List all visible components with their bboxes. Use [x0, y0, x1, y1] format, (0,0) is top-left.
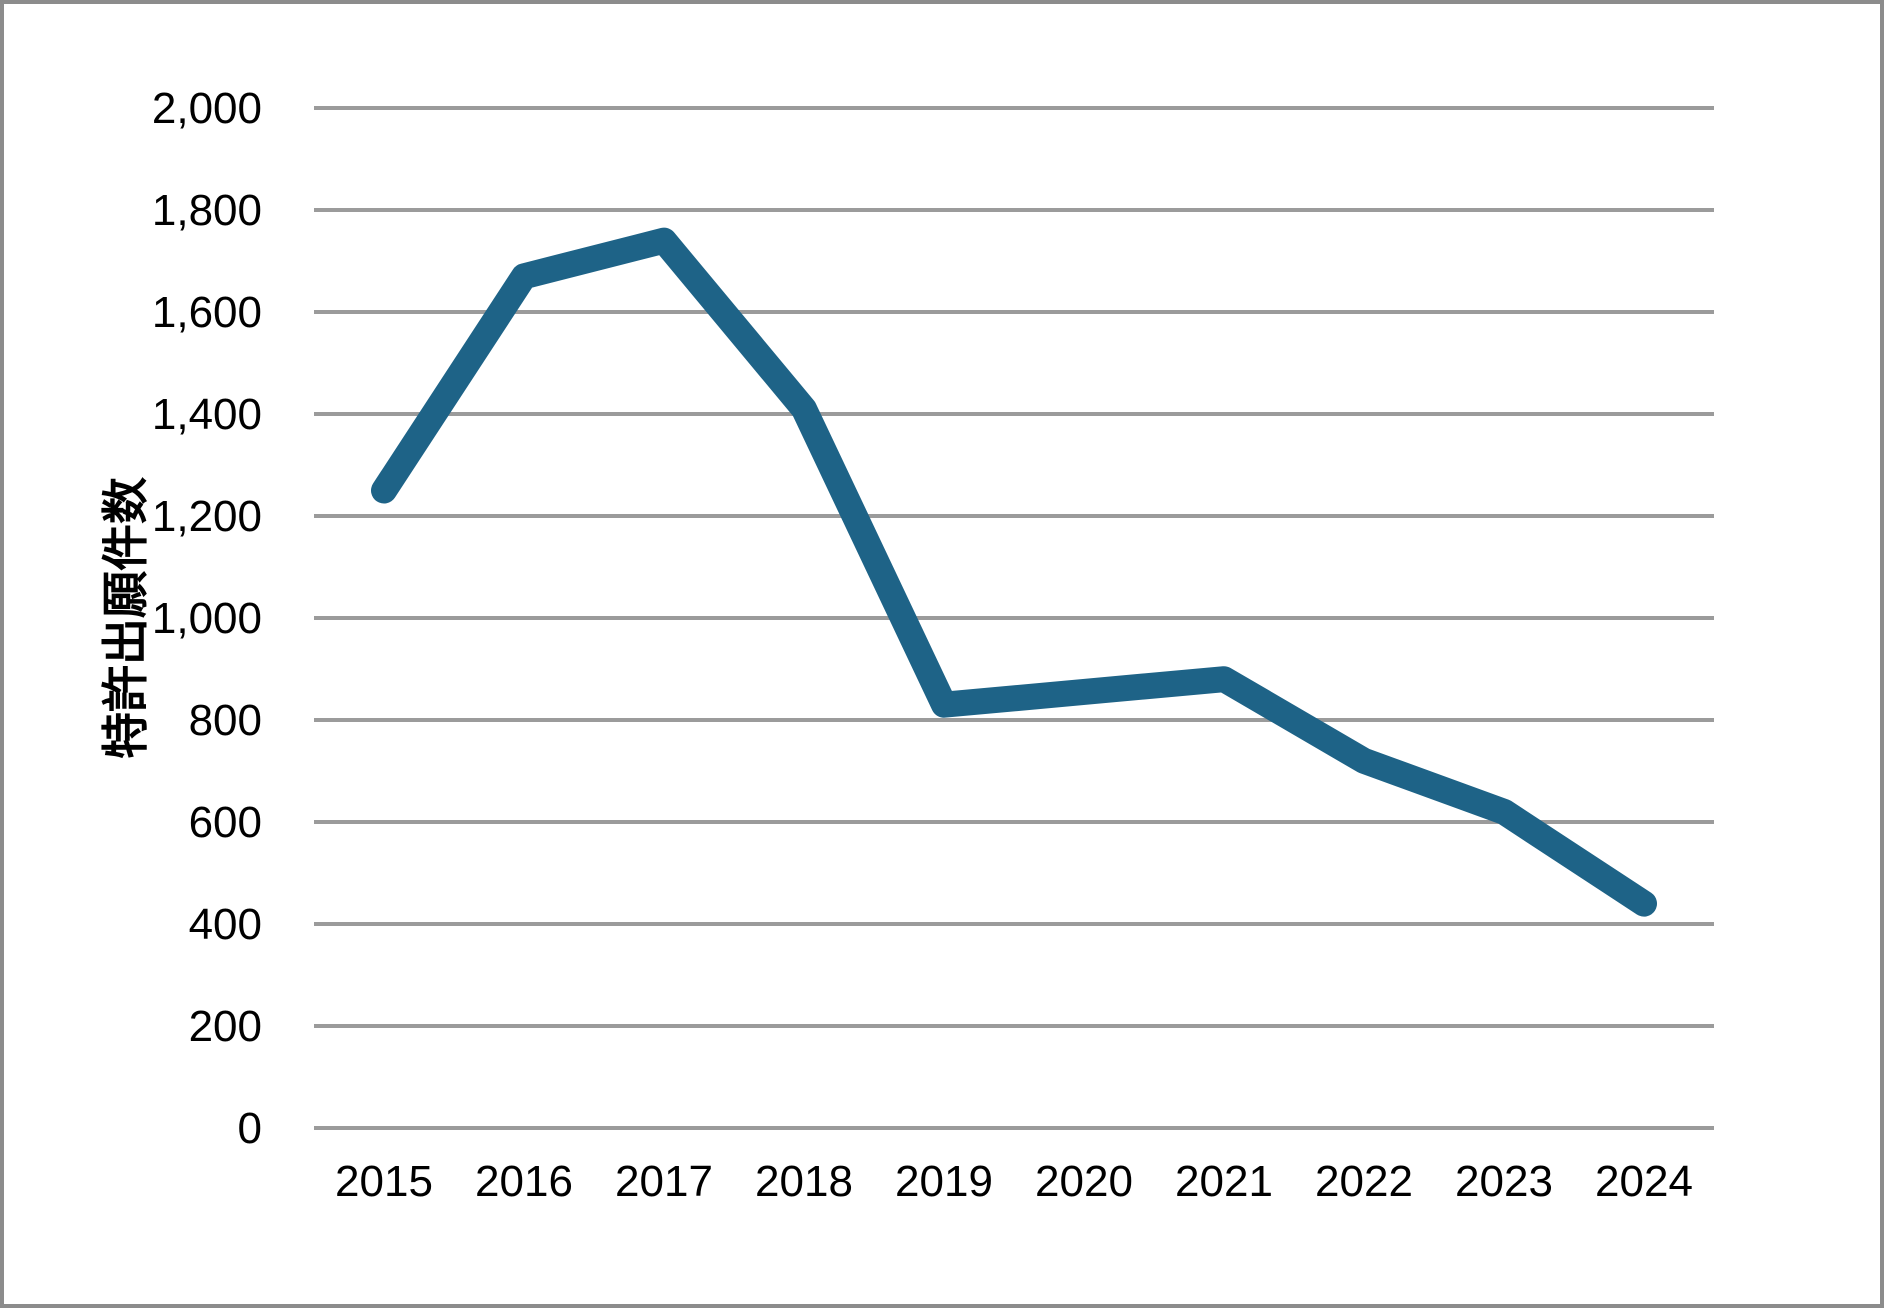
y-tick-label: 200: [189, 1002, 262, 1051]
y-tick-label: 1,800: [152, 186, 262, 235]
y-tick-label: 1,400: [152, 390, 262, 439]
gridlines: [314, 106, 1714, 1130]
x-tick-label: 2016: [475, 1157, 573, 1206]
y-axis-title: 特許出願件数: [99, 477, 152, 759]
y-tick-label: 0: [238, 1104, 262, 1153]
y-tick-label: 400: [189, 900, 262, 949]
x-tick-label: 2020: [1035, 1157, 1133, 1206]
x-tick-label: 2024: [1595, 1157, 1693, 1206]
x-axis-tick-labels: 2015 2016 2017 2018 2019 2020 2021 2022 2023 2024: [335, 1157, 1693, 1206]
x-tick-label: 2021: [1175, 1157, 1273, 1206]
y-tick-label: 600: [189, 798, 262, 847]
y-tick-label: 800: [189, 696, 262, 745]
y-tick-label: 1,000: [152, 594, 262, 643]
x-tick-label: 2022: [1315, 1157, 1413, 1206]
x-tick-label: 2023: [1455, 1157, 1553, 1206]
x-tick-label: 2019: [895, 1157, 993, 1206]
y-tick-label: 1,200: [152, 492, 262, 541]
x-tick-label: 2017: [615, 1157, 713, 1206]
y-tick-label: 1,600: [152, 288, 262, 337]
x-tick-label: 2015: [335, 1157, 433, 1206]
x-tick-label: 2018: [755, 1157, 853, 1206]
data-series-line: [371, 227, 1657, 917]
y-axis-tick-labels: 0 200 400 600 800 1,000 1,200 1,400 1,600 1,800 2,…: [152, 84, 262, 1153]
patent-applications-line-chart: 0 200 400 600 800 1,000 1,200 1,400 1,600 1,800 2,…: [99, 84, 1714, 1206]
y-tick-label: 2,000: [152, 84, 262, 133]
